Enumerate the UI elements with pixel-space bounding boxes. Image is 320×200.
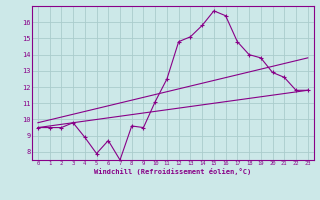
X-axis label: Windchill (Refroidissement éolien,°C): Windchill (Refroidissement éolien,°C) <box>94 168 252 175</box>
